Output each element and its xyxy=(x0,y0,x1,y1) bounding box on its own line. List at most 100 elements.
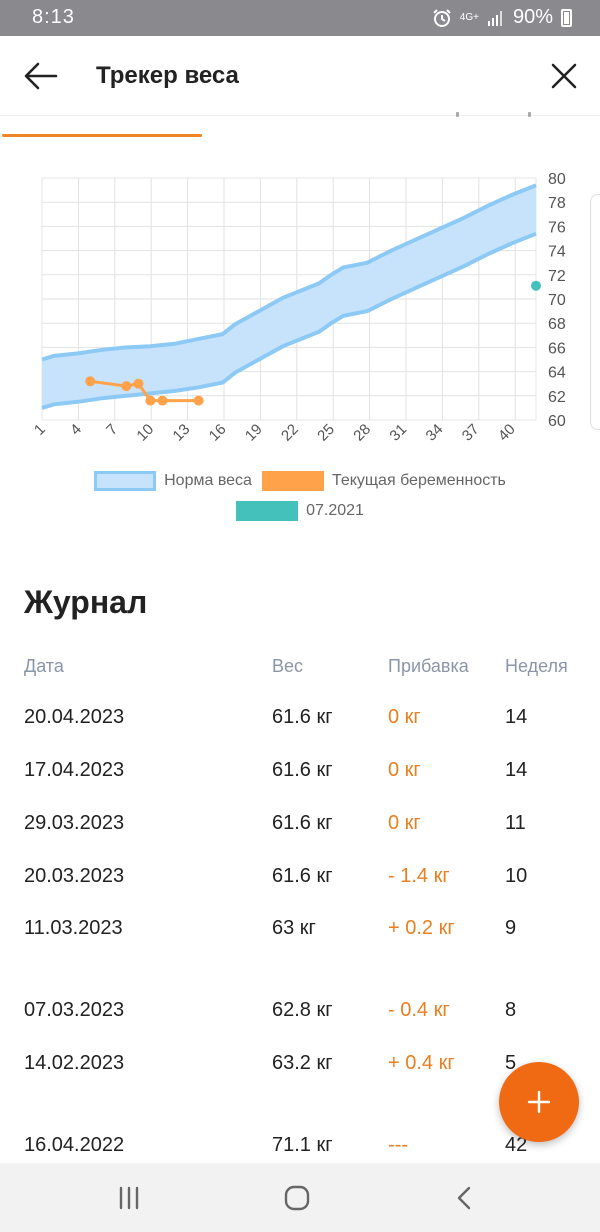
y-tick-label: 74 xyxy=(548,244,566,261)
x-tick-label: 10 xyxy=(133,421,157,445)
x-tick-label: 16 xyxy=(206,421,230,445)
app-bar: Трекер веса xyxy=(0,36,600,116)
arrow-left-icon[interactable] xyxy=(20,56,60,96)
x-tick-label: 34 xyxy=(423,421,447,445)
current-pregnancy-point xyxy=(193,395,204,406)
status-bar: 8:13 4G+ 90% xyxy=(0,0,600,36)
x-tick-label: 7 xyxy=(103,421,121,439)
y-tick-label: 76 xyxy=(548,219,566,236)
y-tick-label: 66 xyxy=(548,340,566,357)
row-date: 07.03.2023 xyxy=(24,999,125,1021)
row-weight: 63 кг xyxy=(272,917,316,939)
table-row[interactable]: 29.03.2023 61.6 кг 0 кг 11 xyxy=(0,796,600,849)
current-pregnancy-line xyxy=(90,379,199,403)
legend-item-2021[interactable]: 07.2021 xyxy=(236,501,364,521)
table-row[interactable]: 11.03.2023 63 кг + 0.2 кг 9 xyxy=(0,901,600,983)
back-nav-icon[interactable] xyxy=(450,1185,480,1211)
legend-item-norm[interactable]: Норма веса xyxy=(94,471,252,491)
current-pregnancy-point xyxy=(145,395,156,406)
status-time: 8:13 xyxy=(32,6,75,28)
column-weight: Вес xyxy=(272,656,304,676)
chart-svg: 60 62 64 66 68 70 72 74 76 78 80 1 4 7 10 13 16 19 22 25 28 3… xyxy=(31,171,566,445)
column-date: Дата xyxy=(24,656,64,676)
row-week: 5 xyxy=(505,1052,517,1074)
table-row[interactable]: 20.03.2023 61.6 кг - 1.4 кг 10 xyxy=(0,849,600,901)
journal-title: Журнал xyxy=(24,584,148,620)
y-tick-label: 70 xyxy=(548,292,566,309)
journal-table: Дата Вес Прибавка Неделя 20.04.2023 61.6… xyxy=(0,650,600,1171)
active-tab-indicator xyxy=(2,134,202,137)
row-week: 42 xyxy=(505,1134,528,1156)
table-row[interactable]: 07.03.2023 62.8 кг - 0.4 кг 8 xyxy=(0,983,600,1036)
table-row[interactable]: 14.02.2023 63.2 кг + 0.4 кг 5 xyxy=(0,1036,600,1118)
row-weight: 71.1 кг xyxy=(272,1134,333,1156)
row-gain: + 0.2 кг xyxy=(388,917,455,939)
x-tick-label: 13 xyxy=(170,421,194,445)
x-tick-label: 37 xyxy=(459,421,483,445)
row-week: 9 xyxy=(505,917,517,939)
plot-frame xyxy=(41,177,537,421)
row-week: 11 xyxy=(505,812,526,834)
system-nav-bar xyxy=(0,1163,600,1232)
y-tick-label: 62 xyxy=(548,389,566,406)
x-tick-label: 31 xyxy=(386,421,410,445)
y-tick-label: 68 xyxy=(548,316,566,333)
x-tick-label: 22 xyxy=(278,421,302,445)
signal-icon xyxy=(487,10,502,26)
row-week: 8 xyxy=(505,999,517,1021)
row-date: 29.03.2023 xyxy=(24,812,125,834)
current-pregnancy-point xyxy=(157,395,168,406)
row-week: 10 xyxy=(505,865,528,887)
row-gain: 0 кг xyxy=(388,759,421,781)
home-icon[interactable] xyxy=(282,1185,312,1211)
y-tick-label: 78 xyxy=(548,195,566,212)
current-pregnancy-point xyxy=(133,378,144,389)
row-weight: 61.6 кг xyxy=(272,759,333,781)
row-date: 17.04.2023 xyxy=(24,759,125,781)
y-tick-label: 80 xyxy=(548,171,566,188)
recent-apps-icon[interactable] xyxy=(114,1185,144,1211)
norm-band-lower-line xyxy=(41,231,537,410)
row-week: 14 xyxy=(505,759,528,781)
legend-label-current: Текущая беременность xyxy=(331,472,506,489)
tab-strip-remnant xyxy=(440,112,550,118)
legend-swatch-current xyxy=(261,471,324,491)
row-gain: + 0.4 кг xyxy=(388,1052,455,1074)
table-row[interactable]: 17.04.2023 61.6 кг 0 кг 14 xyxy=(0,743,600,796)
current-pregnancy-point xyxy=(121,381,132,392)
row-gain: 0 кг xyxy=(388,812,421,834)
table-row[interactable]: 20.04.2023 61.6 кг 0 кг 14 xyxy=(0,690,600,743)
legend-label-norm: Норма веса xyxy=(164,472,252,489)
legend-swatch-norm xyxy=(94,471,157,491)
journal-header: Дата Вес Прибавка Неделя xyxy=(0,650,600,690)
y-tick-label: 60 xyxy=(548,413,566,430)
row-weight: 62.8 кг xyxy=(272,999,333,1021)
row-week: 14 xyxy=(505,706,528,728)
row-gain: --- xyxy=(388,1134,408,1156)
row-date: 20.04.2023 xyxy=(24,706,125,728)
close-icon[interactable] xyxy=(548,60,580,92)
legend-label-2021: 07.2021 xyxy=(306,502,364,519)
x-tick-label: 1 xyxy=(31,421,49,439)
column-week: Неделя xyxy=(505,656,568,676)
x-tick-label: 19 xyxy=(242,421,266,445)
chart-legend: Норма веса Текущая беременность 07.2021 xyxy=(0,466,600,526)
battery-icon xyxy=(561,8,572,27)
row-weight: 61.6 кг xyxy=(272,865,333,887)
row-weight: 61.6 кг xyxy=(272,812,333,834)
row-weight: 63.2 кг xyxy=(272,1052,333,1074)
legend-item-current[interactable]: Текущая беременность xyxy=(261,471,506,491)
series-2021-point xyxy=(531,280,541,291)
row-date: 11.03.2023 xyxy=(24,917,123,939)
plus-icon xyxy=(527,1090,551,1114)
weight-chart: 60 62 64 66 68 70 72 74 76 78 80 1 4 7 10 13 16 19 22 25 28 3… xyxy=(0,160,600,470)
add-entry-button[interactable] xyxy=(499,1062,579,1142)
x-tick-label: 4 xyxy=(67,421,85,439)
y-tick-label: 64 xyxy=(548,365,566,382)
legend-swatch-2021 xyxy=(236,501,299,521)
norm-band-upper-line xyxy=(41,183,537,362)
x-tick-label: 40 xyxy=(495,421,519,445)
table-row[interactable]: 16.04.2022 71.1 кг --- 42 xyxy=(0,1118,600,1171)
row-date: 16.04.2022 xyxy=(24,1134,125,1156)
page-title: Трекер веса xyxy=(96,62,239,89)
